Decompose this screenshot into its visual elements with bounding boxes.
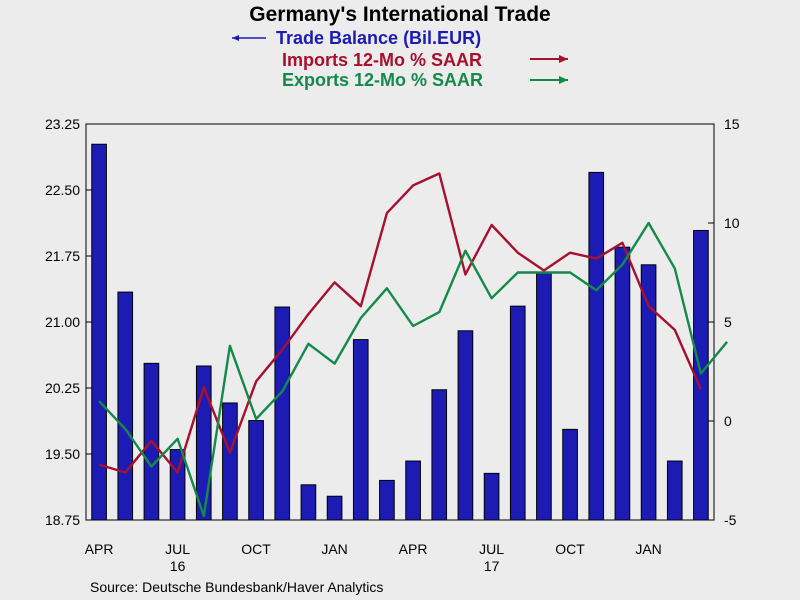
right-tick-label: 0 [724, 413, 732, 429]
legend-trade-balance: Trade Balance (Bil.EUR) [232, 28, 481, 48]
trade-balance-bar [562, 428, 578, 521]
legend-label-exports: Exports 12-Mo % SAAR [282, 70, 483, 90]
x-tick-label: JUL [479, 541, 504, 557]
x-tick-label: JAN [321, 541, 347, 557]
x-tick-label: APR [85, 541, 114, 557]
trade-balance-bar [379, 479, 395, 521]
trade-balance-bar [300, 484, 317, 521]
x-tick-label: OCT [241, 541, 271, 557]
x-tick-label: JAN [635, 541, 661, 557]
trade-balance-bar [326, 495, 343, 521]
left-tick-label: 19.50 [45, 446, 80, 462]
trade-balance-bar [274, 306, 291, 521]
source-note: Source: Deutsche Bundesbank/Haver Analyt… [90, 579, 383, 595]
legend-arrowhead-right-icon [559, 76, 568, 84]
trade-balance-bar [483, 472, 500, 521]
legend-label-trade-balance: Trade Balance (Bil.EUR) [276, 28, 481, 48]
left-tick-label: 21.00 [45, 314, 80, 330]
exports-line [98, 221, 729, 518]
x-axis: APR JUL OCT JAN APR JUL OCT JAN 16 17 [85, 515, 702, 574]
trade-balance-bar [457, 330, 474, 521]
left-tick-label: 18.75 [45, 512, 80, 528]
x-year-label: 17 [484, 558, 500, 574]
trade-balance-bar [117, 291, 134, 521]
trade-balance-bar [352, 339, 369, 521]
x-year-label: 16 [170, 558, 186, 574]
trade-balance-bar [431, 389, 448, 521]
trade-balance-bar [222, 402, 238, 521]
legend-exports: Exports 12-Mo % SAAR [282, 70, 568, 90]
trade-balance-bar [195, 365, 212, 521]
left-tick-label: 22.50 [45, 182, 80, 198]
trade-balance-bar [614, 246, 631, 521]
left-tick-label: 23.25 [45, 116, 80, 132]
left-tick-label: 20.25 [45, 380, 80, 396]
trade-balance-bar [666, 460, 683, 521]
right-tick-label: 15 [724, 116, 740, 132]
left-tick-label: 21.75 [45, 248, 80, 264]
left-axis: 23.25 22.50 21.75 21.00 20.25 19.50 18.75 [45, 116, 92, 528]
legend: Trade Balance (Bil.EUR) Imports 12-Mo % … [232, 28, 568, 90]
trade-balance-bar [536, 272, 552, 521]
legend-arrowhead-right-icon [559, 55, 568, 63]
right-axis: 15 10 5 0 -5 [708, 116, 740, 528]
trade-balance-bar [588, 171, 605, 521]
trade-balance-bars [91, 143, 709, 521]
trade-balance-bar [640, 264, 657, 521]
legend-imports: Imports 12-Mo % SAAR [282, 50, 568, 70]
legend-label-imports: Imports 12-Mo % SAAR [282, 50, 482, 70]
x-tick-label: OCT [555, 541, 585, 557]
chart-title: Germany's International Trade [249, 3, 550, 26]
x-tick-label: JUL [165, 541, 190, 557]
trade-balance-bar [405, 460, 421, 521]
legend-arrowhead-left-icon [232, 35, 239, 41]
trade-balance-bar [509, 305, 526, 521]
right-tick-label: 5 [724, 314, 732, 330]
series-lines [98, 172, 729, 518]
plot-area [85, 123, 715, 521]
imports-line [98, 172, 702, 474]
right-tick-label: 10 [724, 215, 740, 231]
trade-balance-bar [169, 449, 186, 521]
trade-balance-bar [248, 420, 264, 521]
right-tick-label: -5 [724, 512, 737, 528]
x-tick-label: APR [399, 541, 428, 557]
trade-balance-bar [91, 143, 107, 521]
